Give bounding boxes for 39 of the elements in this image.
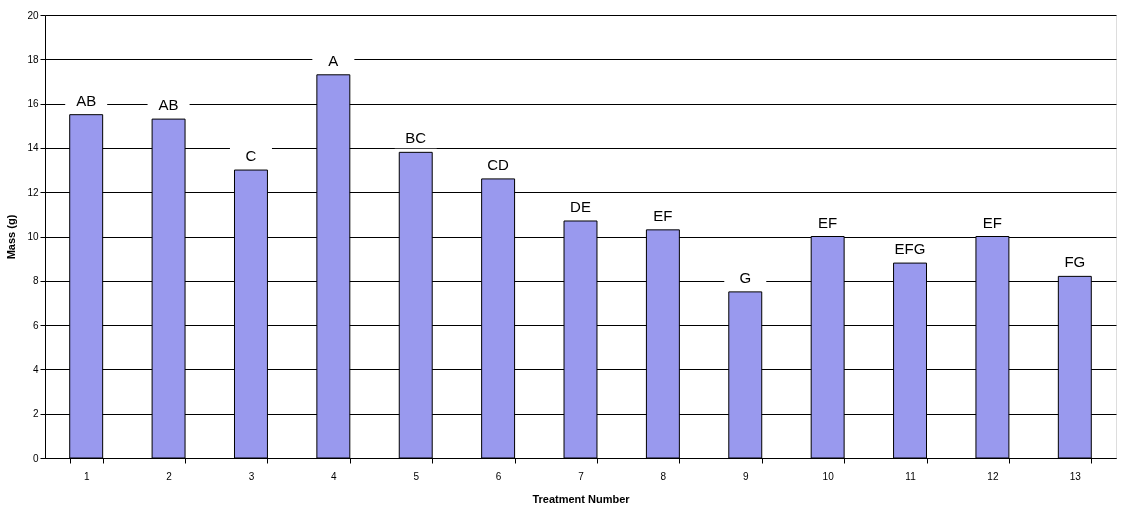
x-axis-title: Treatment Number <box>532 492 631 505</box>
y-tick-label: 14 <box>27 142 39 154</box>
annotation: DE <box>570 197 591 215</box>
annotation: AB <box>76 91 97 109</box>
annotation: A <box>328 51 339 69</box>
annotation: G <box>739 268 752 286</box>
annotation: EFG <box>894 240 926 258</box>
y-tick-label: 2 <box>32 408 39 420</box>
x-tick-label: 8 <box>660 470 667 482</box>
x-tick-label: 2 <box>166 470 173 482</box>
x-tick-label: 1 <box>83 470 90 482</box>
x-tick-label: 3 <box>248 470 255 482</box>
y-axis-title: Mass (g) <box>5 214 18 260</box>
y-tick-label: 8 <box>32 275 39 287</box>
y-tick-label: 16 <box>27 98 39 110</box>
annotation: AB <box>158 96 179 114</box>
annotation: BC <box>405 129 427 147</box>
annotation: CD <box>487 155 510 173</box>
x-tick-label: 13 <box>1069 470 1082 482</box>
y-tick-label: 18 <box>27 53 39 65</box>
y-tick-label: 20 <box>27 9 39 21</box>
x-tick-label: 4 <box>331 470 338 482</box>
x-tick-label: 9 <box>742 470 749 482</box>
annotation: EF <box>982 213 1003 231</box>
y-tick-label: 4 <box>32 363 39 375</box>
y-tick-label: 0 <box>32 452 39 464</box>
y-tick-label: 10 <box>27 231 39 242</box>
annotation: FG <box>1064 253 1086 271</box>
annotation: C <box>245 147 257 165</box>
x-tick-label: 5 <box>413 470 420 482</box>
annotation: EF <box>818 213 838 231</box>
x-tick-label: 11 <box>905 470 917 482</box>
x-tick-label: 10 <box>822 470 835 482</box>
annotation: EF <box>653 206 673 224</box>
y-tick-label: 12 <box>27 186 39 198</box>
x-tick-label: 6 <box>495 470 502 482</box>
x-tick-label: 12 <box>987 470 999 482</box>
x-tick-label: 7 <box>578 470 585 482</box>
y-tick-label: 6 <box>32 319 39 331</box>
